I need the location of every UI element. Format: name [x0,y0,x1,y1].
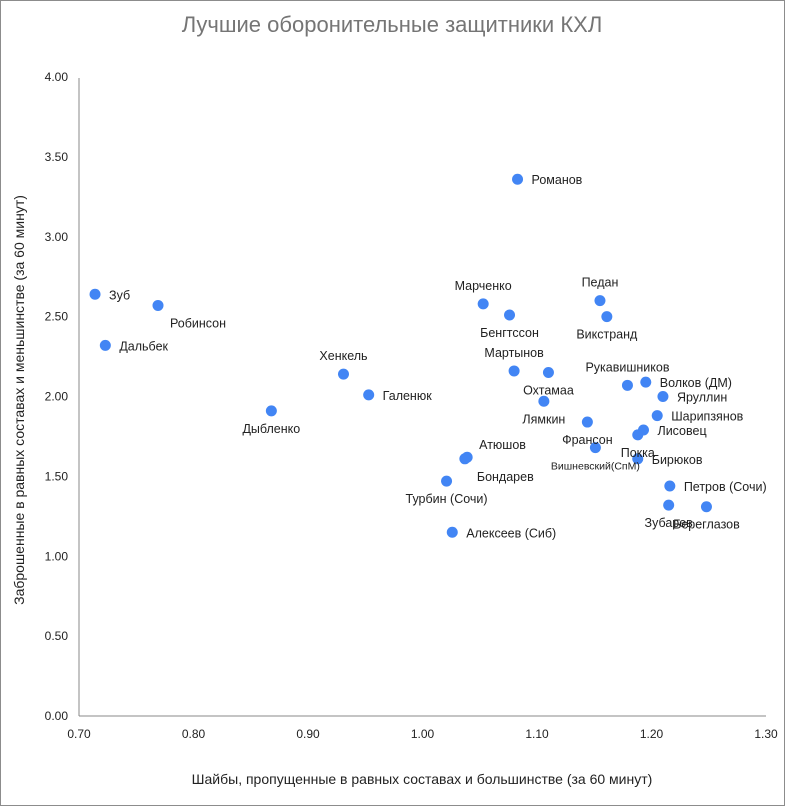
data-point[interactable] [700,501,712,513]
data-label: Марченко [455,279,512,293]
data-label: Романов [532,173,583,187]
data-label: Дальбек [119,339,168,353]
y-tick-label: 0.50 [45,629,69,643]
data-label: Галенюк [383,389,433,403]
data-label: Лямкин [522,412,565,426]
x-tick-label: 1.00 [411,727,435,741]
y-tick-label: 0.00 [45,709,69,723]
data-point[interactable] [459,453,471,465]
data-point[interactable] [538,395,550,407]
chart-title: Лучшие оборонительные защитники КХЛ [182,12,603,37]
data-label: Вишневский(СпМ) [551,461,640,473]
y-tick-label: 4.00 [45,70,69,84]
data-label: Зуб [109,288,130,302]
data-point[interactable] [589,442,601,454]
data-point[interactable] [477,298,489,310]
y-tick-label: 3.00 [45,230,69,244]
x-tick-label: 0.70 [67,727,91,741]
x-tick-label: 1.30 [754,727,778,741]
data-point[interactable] [664,480,676,492]
data-label: Бенгтссон [480,326,539,340]
data-label: Покка [621,446,655,460]
data-point[interactable] [265,405,277,417]
y-tick-label: 2.00 [45,390,69,404]
x-axis-title: Шайбы, пропущенные в равных составах и б… [192,771,653,787]
data-label: Викстранд [576,328,638,342]
data-point[interactable] [663,499,675,511]
x-tick-label: 0.90 [296,727,320,741]
data-point[interactable] [651,410,663,422]
data-label: Бондарев [477,470,534,484]
y-axis-ticks: 0.00 0.50 1.00 1.50 2.00 2.50 3.00 3.50 4.00 [45,70,69,723]
data-label: Волков (ДМ) [660,376,732,390]
data-label: Шарипзянов [671,410,743,424]
data-label: Рукавишников [585,360,669,374]
data-label: Франсон [562,433,613,447]
data-point[interactable] [621,379,633,391]
data-point[interactable] [441,475,453,487]
data-label: Бирюков [652,453,703,467]
data-label: Лисовец [657,424,706,438]
data-label: Береглазов [673,518,740,532]
data-label: Педан [582,276,619,290]
data-label: Робинсон [170,316,226,330]
data-label: Хенкель [319,349,367,363]
y-axis-title: Заброшенные в равных составах и меньшинс… [11,195,27,605]
data-label: Дыбленко [242,422,300,436]
data-points [89,173,712,538]
data-label: Алексеев (Сиб) [466,526,556,540]
data-label: Турбин (Сочи) [406,492,488,506]
data-label: Петров (Сочи) [684,480,767,494]
data-point[interactable] [508,365,520,377]
data-point[interactable] [337,368,349,380]
data-point[interactable] [542,367,554,379]
x-axis-ticks: 0.70 0.80 0.90 1.00 1.10 1.20 1.30 [67,727,778,741]
data-point[interactable] [89,288,101,300]
data-point[interactable] [601,311,613,323]
x-tick-label: 0.80 [182,727,206,741]
data-point[interactable] [632,429,644,441]
y-tick-label: 1.00 [45,549,69,563]
data-point[interactable] [581,416,593,428]
data-point[interactable] [632,453,644,465]
data-label: Атюшов [479,438,526,452]
data-point[interactable] [446,526,458,538]
y-tick-label: 1.50 [45,469,69,483]
data-point[interactable] [363,389,375,401]
data-point[interactable] [657,391,669,402]
data-label: Мартынов [484,346,544,360]
data-point[interactable] [99,339,111,351]
data-label: Охтамаа [523,384,574,398]
x-tick-label: 1.10 [525,727,549,741]
data-point[interactable] [594,295,606,307]
x-tick-label: 1.20 [640,727,664,741]
data-label: Яруллин [677,391,727,405]
data-label: Зубарев [645,516,694,530]
data-point[interactable] [640,376,652,388]
data-point[interactable] [512,173,524,185]
y-tick-label: 2.50 [45,310,69,324]
data-point[interactable] [152,299,164,311]
y-tick-label: 3.50 [45,150,69,164]
data-point[interactable] [504,309,516,321]
